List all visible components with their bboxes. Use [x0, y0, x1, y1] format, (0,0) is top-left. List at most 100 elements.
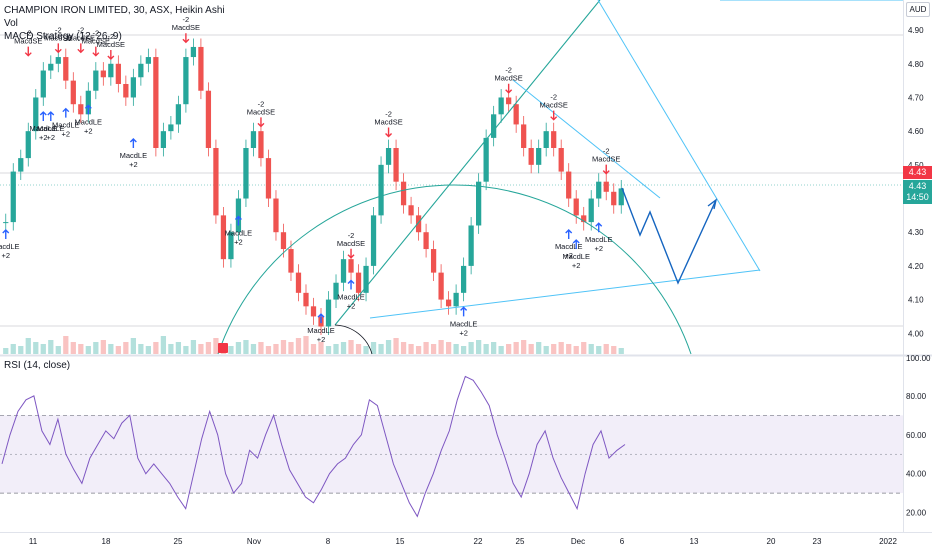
time-tick-label: Nov — [247, 537, 261, 546]
volume-bar — [491, 342, 497, 354]
short-signal-label: MacdSE — [592, 155, 620, 164]
volume-bar — [348, 340, 354, 354]
candle-body — [273, 198, 279, 233]
long-signal-qty: +2 — [47, 133, 56, 142]
short-signal-label: MacdSE — [67, 33, 95, 42]
volume-bar — [100, 340, 106, 354]
volume-bar — [325, 346, 332, 354]
short-signal-qty: -2 — [603, 147, 610, 156]
rsi-pane[interactable] — [0, 357, 903, 532]
volume-bar — [378, 344, 384, 354]
short-signal-label: MacdSE — [82, 37, 110, 46]
price-axis[interactable]: 4.90 4.80 4.70 4.60 4.50 4.30 4.20 4.10 4.00 — [908, 26, 924, 338]
short-arrow-icon — [385, 127, 393, 138]
short-signal-qty: -2 — [108, 32, 115, 41]
volume-bar — [295, 338, 302, 354]
rsi-line[interactable] — [1, 375, 626, 518]
candle-body — [198, 46, 204, 91]
rsi-series-line — [1, 375, 626, 518]
candle-body — [618, 188, 624, 206]
price-candles[interactable] — [3, 38, 624, 335]
long-signal-label: MacdLE — [30, 124, 58, 133]
volume-bar — [55, 346, 61, 354]
volume-bar — [521, 340, 527, 354]
volume-bar — [618, 348, 624, 354]
candle-body — [130, 77, 136, 98]
small-arc-drawing[interactable] — [334, 324, 373, 355]
volume-bar — [63, 336, 69, 354]
rsi-axis[interactable]: 100.00 80.00 60.00 40.00 20.00 — [906, 354, 931, 518]
candle-body — [280, 232, 287, 250]
arc-drawing[interactable] — [217, 184, 692, 355]
volume-bar — [528, 344, 534, 354]
short-signal-label: MacdSE — [172, 23, 200, 32]
candle-body — [378, 164, 384, 216]
candle-body — [183, 57, 189, 105]
candle-body — [430, 249, 437, 273]
candle-body — [476, 181, 482, 226]
strategy-signals[interactable]: MacdLE+2MacdLE+2MacdLE+2MacdLE+2MacdLE+2… — [0, 15, 620, 344]
time-axis[interactable]: 11 18 25 Nov 8 15 22 25 Dec 6 13 20 23 2022 — [29, 537, 898, 546]
short-signal-qty: -2 — [183, 15, 190, 24]
volume-bar — [145, 346, 151, 354]
candle-body — [400, 181, 407, 206]
volume-bar — [243, 340, 249, 354]
candle-body — [340, 259, 347, 283]
long-signal-label: MacdLE — [562, 252, 590, 261]
time-tick-label: 20 — [767, 537, 776, 546]
volume-bar — [536, 342, 542, 354]
candle-body — [491, 114, 497, 138]
trend-line-resistance-inner[interactable] — [512, 79, 661, 199]
short-signal-qty: -2 — [25, 29, 32, 38]
candle-body — [175, 104, 182, 125]
volume-bar — [48, 340, 54, 354]
short-arrow-icon — [550, 110, 558, 121]
price-tick-label: 4.30 — [908, 228, 924, 237]
symbol-line: CHAMPION IRON LIMITED, 30, ASX, Heikin A… — [4, 5, 225, 16]
rsi-tick-label: 40.00 — [906, 470, 927, 479]
earnings-flag-icon[interactable] — [218, 343, 228, 353]
trend-line-green[interactable] — [334, 0, 601, 326]
volume-bar — [573, 346, 579, 354]
volume-bar — [250, 344, 257, 354]
drawing-tools[interactable] — [217, 0, 903, 355]
candle-body — [468, 225, 474, 266]
candle-body — [528, 148, 534, 165]
candle-body — [363, 265, 369, 293]
volume-bar — [596, 346, 602, 354]
price-pane[interactable] — [0, 0, 903, 354]
candle-body — [123, 84, 129, 98]
candle-body — [310, 306, 317, 317]
last-price-badge: 4.43 — [903, 166, 932, 179]
candle-body — [566, 171, 572, 199]
trend-line-resistance-outer[interactable] — [597, 0, 761, 272]
volume-bar — [175, 342, 182, 354]
volume-bar — [415, 346, 422, 354]
candle-body — [355, 272, 362, 293]
long-arrow-icon — [460, 306, 468, 317]
candle-body — [370, 215, 377, 266]
long-arrow-icon — [2, 228, 10, 239]
trend-line-support[interactable] — [369, 269, 761, 319]
candle-body — [573, 198, 579, 216]
volume-bar — [123, 342, 129, 354]
volume-bar — [408, 344, 414, 354]
long-arrow-icon — [62, 107, 70, 118]
short-arrow-icon — [54, 43, 62, 54]
candle-body — [235, 198, 242, 233]
currency-label[interactable]: AUD — [906, 2, 930, 17]
candle-body — [483, 137, 489, 182]
rsi-legend[interactable]: RSI (14, close) — [4, 360, 71, 371]
long-signal-label: MacdLE — [337, 292, 365, 301]
volume-bar — [288, 342, 294, 354]
long-signal-label: MacdLE — [450, 319, 478, 328]
candle-body — [551, 131, 557, 148]
volume-bar — [273, 344, 279, 354]
candle-body — [445, 299, 452, 307]
candle-body — [393, 148, 399, 182]
projection-path[interactable] — [621, 187, 717, 285]
symbol-legend[interactable]: CHAMPION IRON LIMITED, 30, ASX, Heikin A… — [4, 4, 225, 43]
candle-body — [408, 205, 414, 216]
long-signal-qty: +2 — [1, 251, 10, 260]
